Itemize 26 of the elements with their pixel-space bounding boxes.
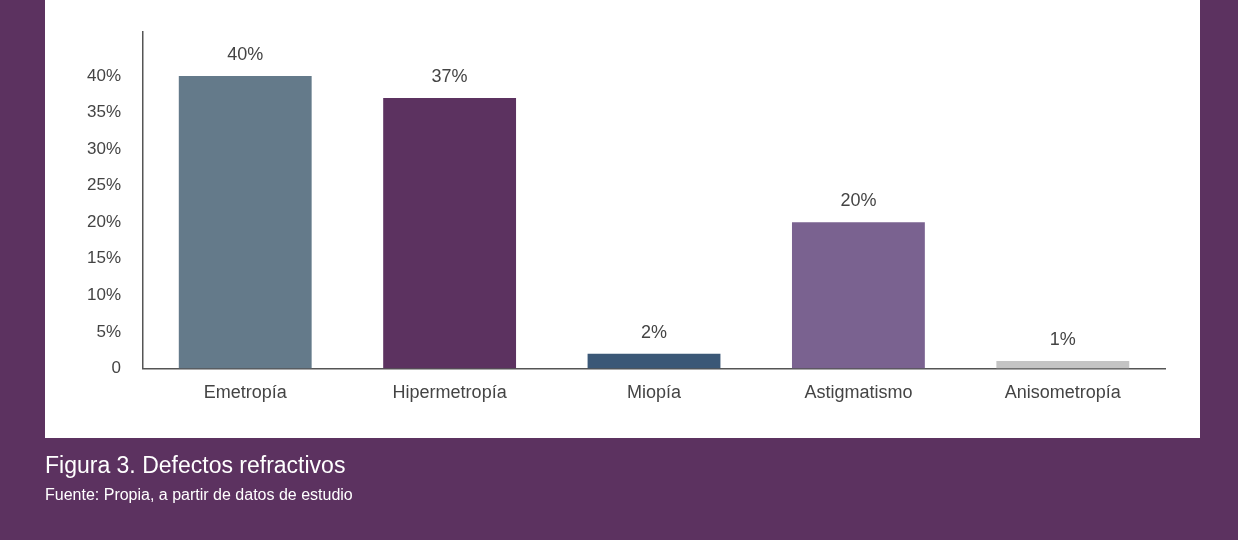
bar (178, 76, 312, 369)
bar (791, 222, 925, 369)
x-tick-label: Astigmatismo (804, 382, 913, 403)
y-tick-label: 40% (86, 65, 122, 85)
y-tick-label: 30% (86, 138, 122, 158)
y-tick-label: 0 (111, 358, 122, 378)
y-tick-label: 5% (96, 321, 122, 341)
data-label: 37% (431, 65, 468, 86)
y-tick-label: 15% (86, 248, 122, 268)
data-label: 20% (840, 190, 877, 211)
text: Figura 3. Defectos refractivos (45, 452, 346, 479)
y-tick-label: 20% (86, 211, 122, 231)
x-tick-label: Emetropía (203, 382, 288, 403)
y-tick-label: 10% (86, 285, 122, 304)
data-label: 2% (641, 321, 668, 342)
source-note: Fuente: Propia, a partir de datos de estudio (45, 486, 353, 504)
x-tick-label: Hipermetropía (392, 382, 508, 403)
bar (996, 361, 1130, 369)
bar (587, 353, 721, 369)
bar (383, 97, 517, 369)
x-tick-label: Anisometropía (1004, 382, 1122, 403)
data-label: 40% (227, 44, 264, 65)
y-tick-label: 25% (86, 175, 122, 195)
y-tick-label: 35% (86, 102, 122, 122)
data-label: 1% (1049, 329, 1076, 350)
x-tick-label: Miopía (627, 382, 683, 403)
